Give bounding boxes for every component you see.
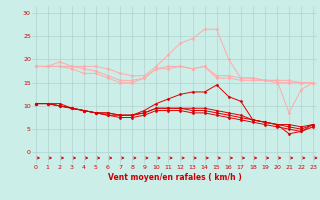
X-axis label: Vent moyen/en rafales ( km/h ): Vent moyen/en rafales ( km/h ) [108,173,241,182]
